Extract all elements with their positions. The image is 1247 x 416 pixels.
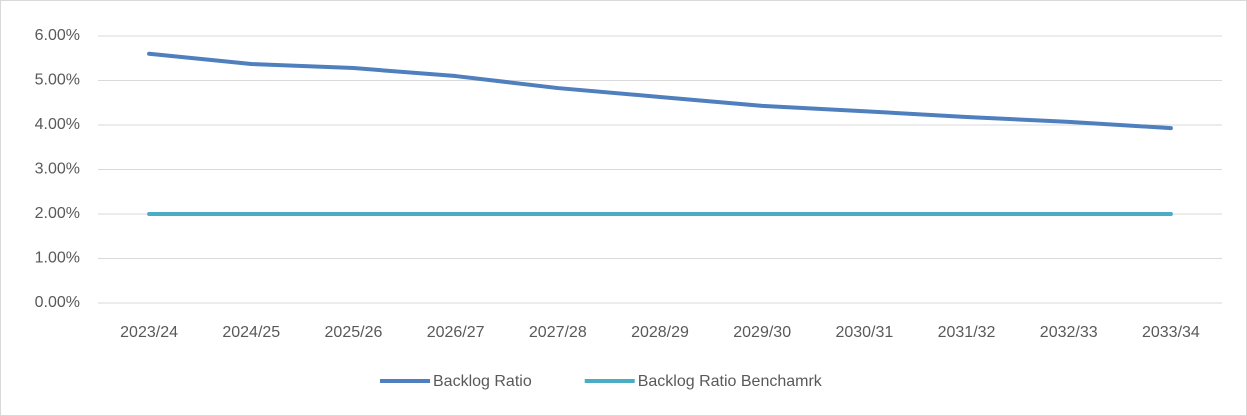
x-tick-label: 2033/34 [1142, 324, 1200, 341]
y-tick-label: 5.00% [35, 72, 80, 89]
series-line [147, 51, 1173, 131]
x-tick-label: 2026/27 [427, 324, 485, 341]
x-tick-label: 2029/30 [733, 324, 791, 341]
x-tick-label: 2025/26 [325, 324, 383, 341]
y-tick-label: 6.00% [35, 27, 80, 44]
x-tick-label: 2030/31 [835, 324, 893, 341]
y-tick-label: 2.00% [35, 205, 80, 222]
legend-label: Backlog Ratio Benchamrk [638, 373, 823, 390]
x-tick-label: 2027/28 [529, 324, 587, 341]
x-tick-label: 2032/33 [1040, 324, 1098, 341]
x-tick-label: 2024/25 [222, 324, 280, 341]
y-tick-label: 3.00% [35, 161, 80, 178]
x-tick-label: 2028/29 [631, 324, 689, 341]
y-tick-label: 0.00% [35, 294, 80, 311]
legend-label: Backlog Ratio [433, 373, 532, 390]
y-tick-label: 4.00% [35, 116, 80, 133]
x-tick-label: 2031/32 [938, 324, 996, 341]
x-tick-label: 2023/24 [120, 324, 178, 341]
y-tick-label: 1.00% [35, 250, 80, 267]
